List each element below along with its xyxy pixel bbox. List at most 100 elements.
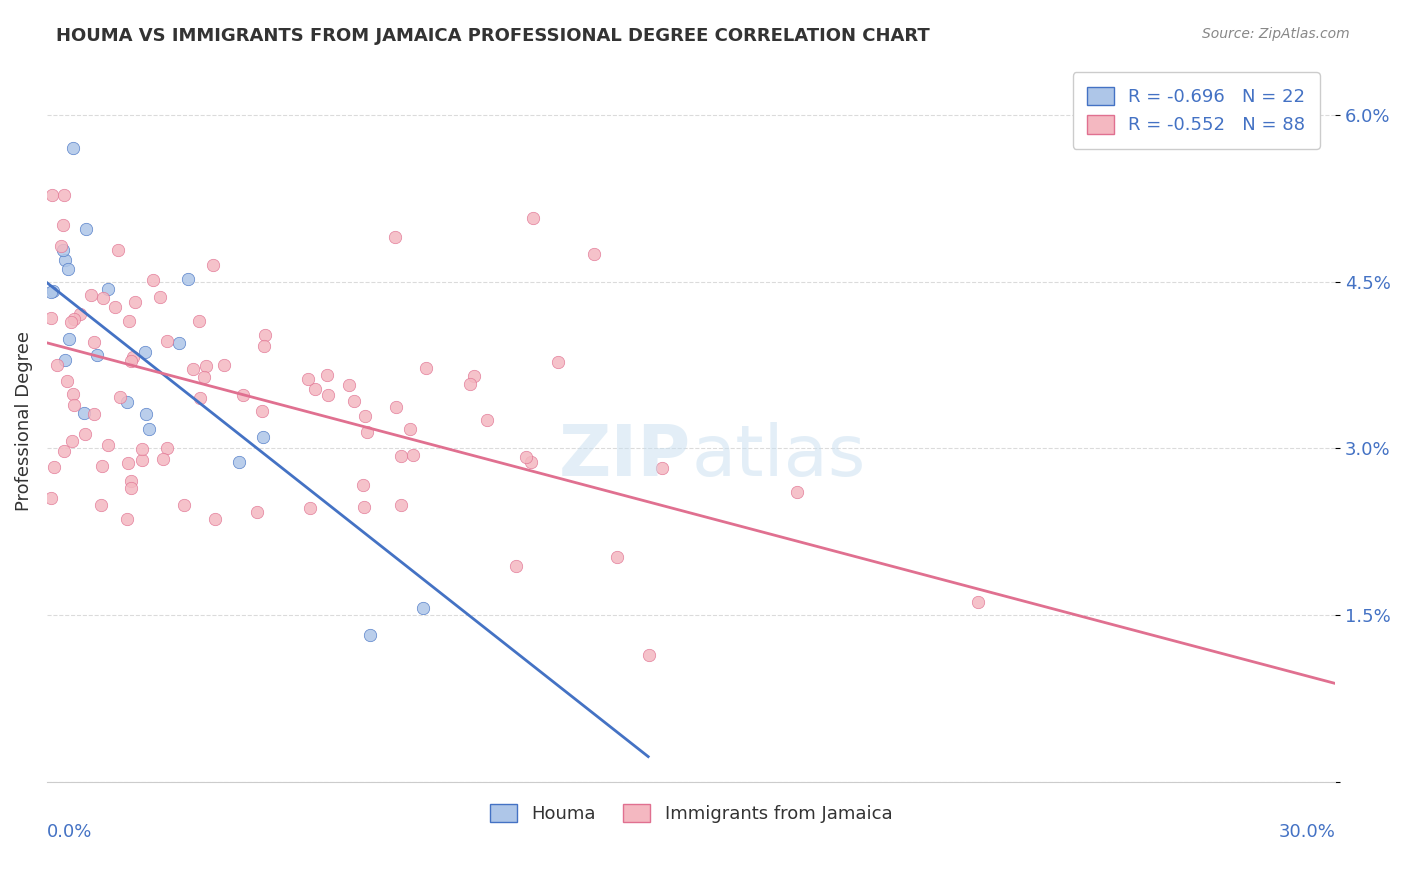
Point [181,362,204,376]
Point [253,339,276,353]
Point [122,350,145,364]
Point [304,382,326,396]
Point [252,429,274,443]
Point [316,387,339,401]
Point [97,438,120,452]
Point [49,239,72,253]
Point [177,271,200,285]
Point [583,247,606,261]
Point [638,648,661,662]
Point [402,448,425,462]
Point [60,316,83,330]
Point [124,294,146,309]
Point [204,512,226,526]
Point [188,314,211,328]
Point [193,369,215,384]
Point [120,481,142,495]
Point [60,434,83,448]
Point [83,407,105,421]
Point [39,491,62,506]
Point [228,455,250,469]
Point [56,374,79,388]
Point [522,211,544,226]
Point [75,222,97,236]
Point [339,378,361,392]
Point [52,444,75,458]
Point [115,395,138,409]
Point [316,368,339,383]
Point [606,549,628,564]
Point [385,401,408,415]
Point [135,408,157,422]
Point [53,187,76,202]
Point [45,358,67,372]
Point [297,372,319,386]
Point [58,261,80,276]
Point [42,284,65,298]
Point [80,288,103,302]
Point [384,230,406,244]
Point [63,398,86,412]
Point [69,307,91,321]
Point [52,218,75,232]
Point [212,359,235,373]
Point [138,422,160,436]
Text: ZIP: ZIP [560,422,692,491]
Point [53,352,76,367]
Point [156,441,179,455]
Point [173,498,195,512]
Point [110,390,132,404]
Point [651,460,673,475]
Point [398,421,420,435]
Point [167,336,190,351]
Point [41,187,63,202]
Text: 30.0%: 30.0% [1278,823,1336,841]
Point [352,478,374,492]
Point [91,291,114,305]
Point [131,442,153,456]
Point [343,393,366,408]
Point [120,353,142,368]
Point [58,332,80,346]
Point [63,311,86,326]
Point [86,348,108,362]
Text: 0.0%: 0.0% [46,823,93,841]
Point [458,376,481,391]
Text: atlas: atlas [692,422,866,491]
Point [73,405,96,419]
Point [90,498,112,512]
Point [62,141,84,155]
Point [359,628,381,642]
Text: Source: ZipAtlas.com: Source: ZipAtlas.com [1202,27,1350,41]
Point [477,413,499,427]
Point [547,355,569,369]
Point [117,456,139,470]
Point [39,285,62,300]
Point [415,360,437,375]
Point [519,455,541,469]
Point [53,253,76,268]
Point [356,425,378,440]
Point [107,243,129,257]
Point [62,386,84,401]
Point [463,368,485,383]
Point [152,451,174,466]
Point [353,409,375,424]
Point [966,595,988,609]
Point [131,453,153,467]
Point [118,314,141,328]
Point [97,283,120,297]
Legend: Houma, Immigrants from Jamaica: Houma, Immigrants from Jamaica [482,797,900,830]
Point [73,427,96,442]
Point [412,601,434,615]
Point [52,243,75,257]
Point [245,505,267,519]
Y-axis label: Professional Degree: Professional Degree [15,331,32,510]
Point [786,484,808,499]
Text: HOUMA VS IMMIGRANTS FROM JAMAICA PROFESSIONAL DEGREE CORRELATION CHART: HOUMA VS IMMIGRANTS FROM JAMAICA PROFESS… [56,27,929,45]
Point [42,459,65,474]
Point [253,328,276,343]
Point [91,459,114,474]
Point [505,559,527,574]
Point [353,500,375,514]
